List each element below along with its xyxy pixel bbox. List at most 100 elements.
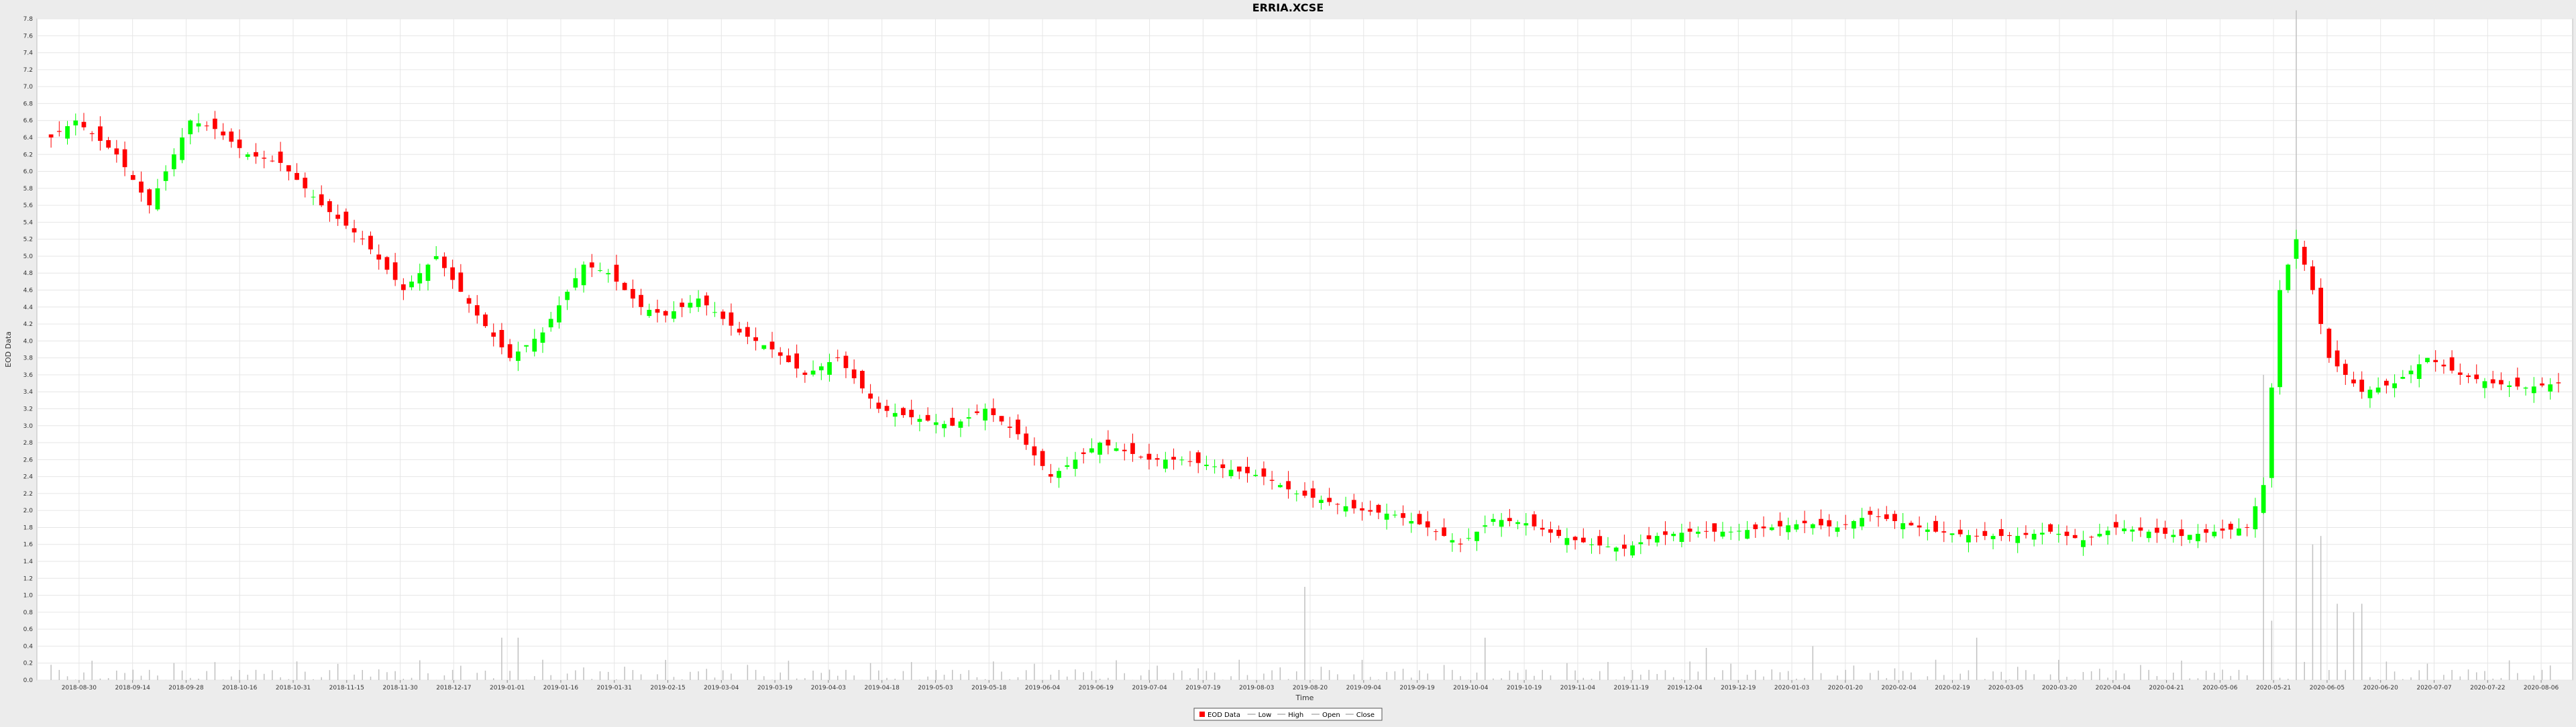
- candle-body: [2081, 540, 2086, 547]
- candle-body: [2015, 536, 2021, 543]
- volume-layer: [50, 10, 2559, 680]
- x-tick-label: 2019-11-19: [1614, 685, 1650, 691]
- candle-body: [1548, 529, 1553, 533]
- candle-body: [1310, 488, 1316, 498]
- candle-body: [2105, 530, 2110, 535]
- y-tick-label: 0.6: [23, 626, 34, 633]
- candle-body: [1130, 443, 1135, 454]
- grid-layer: [37, 18, 2573, 681]
- x-tick-label: 2018-10-16: [222, 685, 258, 691]
- candle-body: [2392, 383, 2397, 388]
- candle-body: [2482, 381, 2487, 388]
- candle-body: [1507, 518, 1512, 521]
- candle-body: [1802, 520, 1807, 524]
- candle-body: [1990, 536, 1996, 539]
- candle-body: [1155, 458, 1160, 460]
- candle-body: [1466, 538, 1471, 539]
- x-tick-label: 2019-08-03: [1239, 685, 1274, 691]
- candle-body: [2326, 329, 2332, 358]
- candle-layer: [48, 111, 2561, 561]
- candle-body: [2023, 533, 2029, 535]
- y-tick-label: 7.6: [23, 33, 34, 40]
- candle-body: [1261, 468, 1267, 477]
- candle-body: [1048, 473, 1053, 477]
- candle-body: [1827, 520, 1832, 526]
- candle-body: [2253, 506, 2258, 530]
- candle-body: [2245, 527, 2250, 528]
- candle-body: [1745, 530, 1750, 539]
- candle-body: [2400, 377, 2406, 379]
- candle-body: [400, 284, 406, 290]
- candle-body: [2171, 535, 2176, 537]
- x-axis-label: Time: [1295, 693, 1314, 702]
- candle-body: [1327, 498, 1332, 502]
- x-tick-label: 2020-03-20: [2042, 685, 2078, 691]
- candle-body: [1523, 523, 1529, 526]
- candle-body: [1622, 545, 1627, 549]
- candle-body: [1277, 485, 1283, 488]
- candle-body: [1794, 524, 1799, 530]
- candle-body: [729, 312, 734, 326]
- candle-body: [2138, 527, 2143, 531]
- x-tick-label: 2019-02-15: [650, 685, 685, 691]
- candle-body: [860, 370, 865, 389]
- x-tick-label: 2019-12-19: [1721, 685, 1756, 691]
- candle-body: [1442, 527, 1447, 537]
- candle-body: [639, 294, 643, 307]
- candle-body: [1106, 439, 1111, 446]
- candle-body: [1630, 545, 1635, 556]
- candle-body: [1663, 531, 1668, 535]
- y-tick-label: 7.2: [23, 67, 33, 74]
- candle-body: [2220, 528, 2225, 531]
- y-tick-label: 5.4: [23, 219, 34, 226]
- candle-body: [1900, 523, 1906, 530]
- x-tick-label: 2019-05-18: [971, 685, 1007, 691]
- x-tick-label: 2019-06-19: [1079, 685, 1114, 691]
- y-tick-label: 3.4: [23, 389, 34, 396]
- candle-body: [442, 256, 447, 268]
- x-tick-label: 2019-07-04: [1132, 685, 1167, 691]
- candle-body: [1097, 443, 1102, 455]
- candle-body: [2425, 357, 2430, 362]
- x-tick-label: 2019-04-03: [811, 685, 846, 691]
- x-tick-label: 2020-03-05: [1988, 685, 2023, 691]
- candle-body: [2351, 379, 2356, 384]
- candle-body: [213, 118, 217, 129]
- candle-body: [286, 165, 291, 172]
- candle-body: [892, 412, 898, 417]
- x-tick-label: 2020-04-04: [2096, 685, 2131, 691]
- candle-body: [663, 311, 668, 316]
- candle-body: [983, 408, 987, 421]
- candle-body: [278, 152, 283, 163]
- candle-body: [2031, 533, 2037, 540]
- candle-body: [516, 351, 521, 361]
- candle-body: [1179, 459, 1185, 461]
- legend-item-label: Close: [1356, 712, 1375, 719]
- candle-body: [802, 372, 808, 375]
- candle-body: [2367, 390, 2373, 398]
- y-tick-label: 6.8: [23, 101, 34, 107]
- candle-body: [2237, 528, 2241, 536]
- x-tick-label: 2020-02-19: [1935, 685, 1970, 691]
- candle-body: [237, 139, 242, 148]
- candle-body: [2294, 239, 2299, 259]
- candle-body: [1376, 504, 1381, 513]
- candle-body: [1671, 533, 1676, 537]
- candle-body: [745, 327, 750, 337]
- candle-body: [851, 369, 857, 378]
- x-tick-label: 2018-12-17: [436, 685, 471, 691]
- x-tick-label: 2019-03-19: [757, 685, 793, 691]
- candle-body: [2277, 290, 2282, 388]
- candle-body: [1957, 529, 1963, 535]
- y-tick-label: 1.0: [23, 593, 34, 600]
- candle-body: [2490, 379, 2496, 384]
- candle-body: [171, 154, 176, 170]
- candle-body: [2408, 370, 2414, 374]
- y-tick-label: 2.2: [23, 491, 33, 498]
- candle-body: [1319, 500, 1324, 503]
- candle-body: [1417, 514, 1422, 524]
- candle-body: [245, 154, 250, 157]
- x-tick-label: 2019-08-20: [1293, 685, 1328, 691]
- x-tick-label: 2019-10-19: [1507, 685, 1542, 691]
- x-tick-label: 2020-08-06: [2524, 685, 2559, 691]
